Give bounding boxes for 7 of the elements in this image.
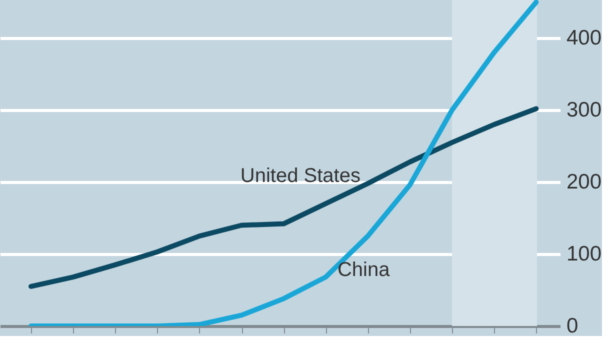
y-tick-label: 0 [566, 314, 578, 338]
series-label: China [337, 259, 391, 282]
y-tick-label: 400 [566, 26, 602, 50]
y-tick-label: 100 [566, 242, 602, 266]
series-label: United States [240, 164, 360, 187]
y-tick-label: 200 [566, 170, 602, 194]
y-tick-label: 300 [566, 98, 602, 122]
